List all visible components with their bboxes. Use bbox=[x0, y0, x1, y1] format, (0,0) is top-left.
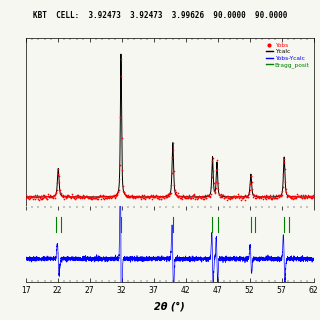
X-axis label: 2θ (°): 2θ (°) bbox=[154, 301, 185, 311]
Legend: Yobs, Ycalc, Yobs-Ycalc, Bragg_posit: Yobs, Ycalc, Yobs-Ycalc, Bragg_posit bbox=[265, 41, 311, 69]
Text: KBT  CELL:  3.92473  3.92473  3.99626  90.0000  90.0000: KBT CELL: 3.92473 3.92473 3.99626 90.000… bbox=[33, 11, 287, 20]
